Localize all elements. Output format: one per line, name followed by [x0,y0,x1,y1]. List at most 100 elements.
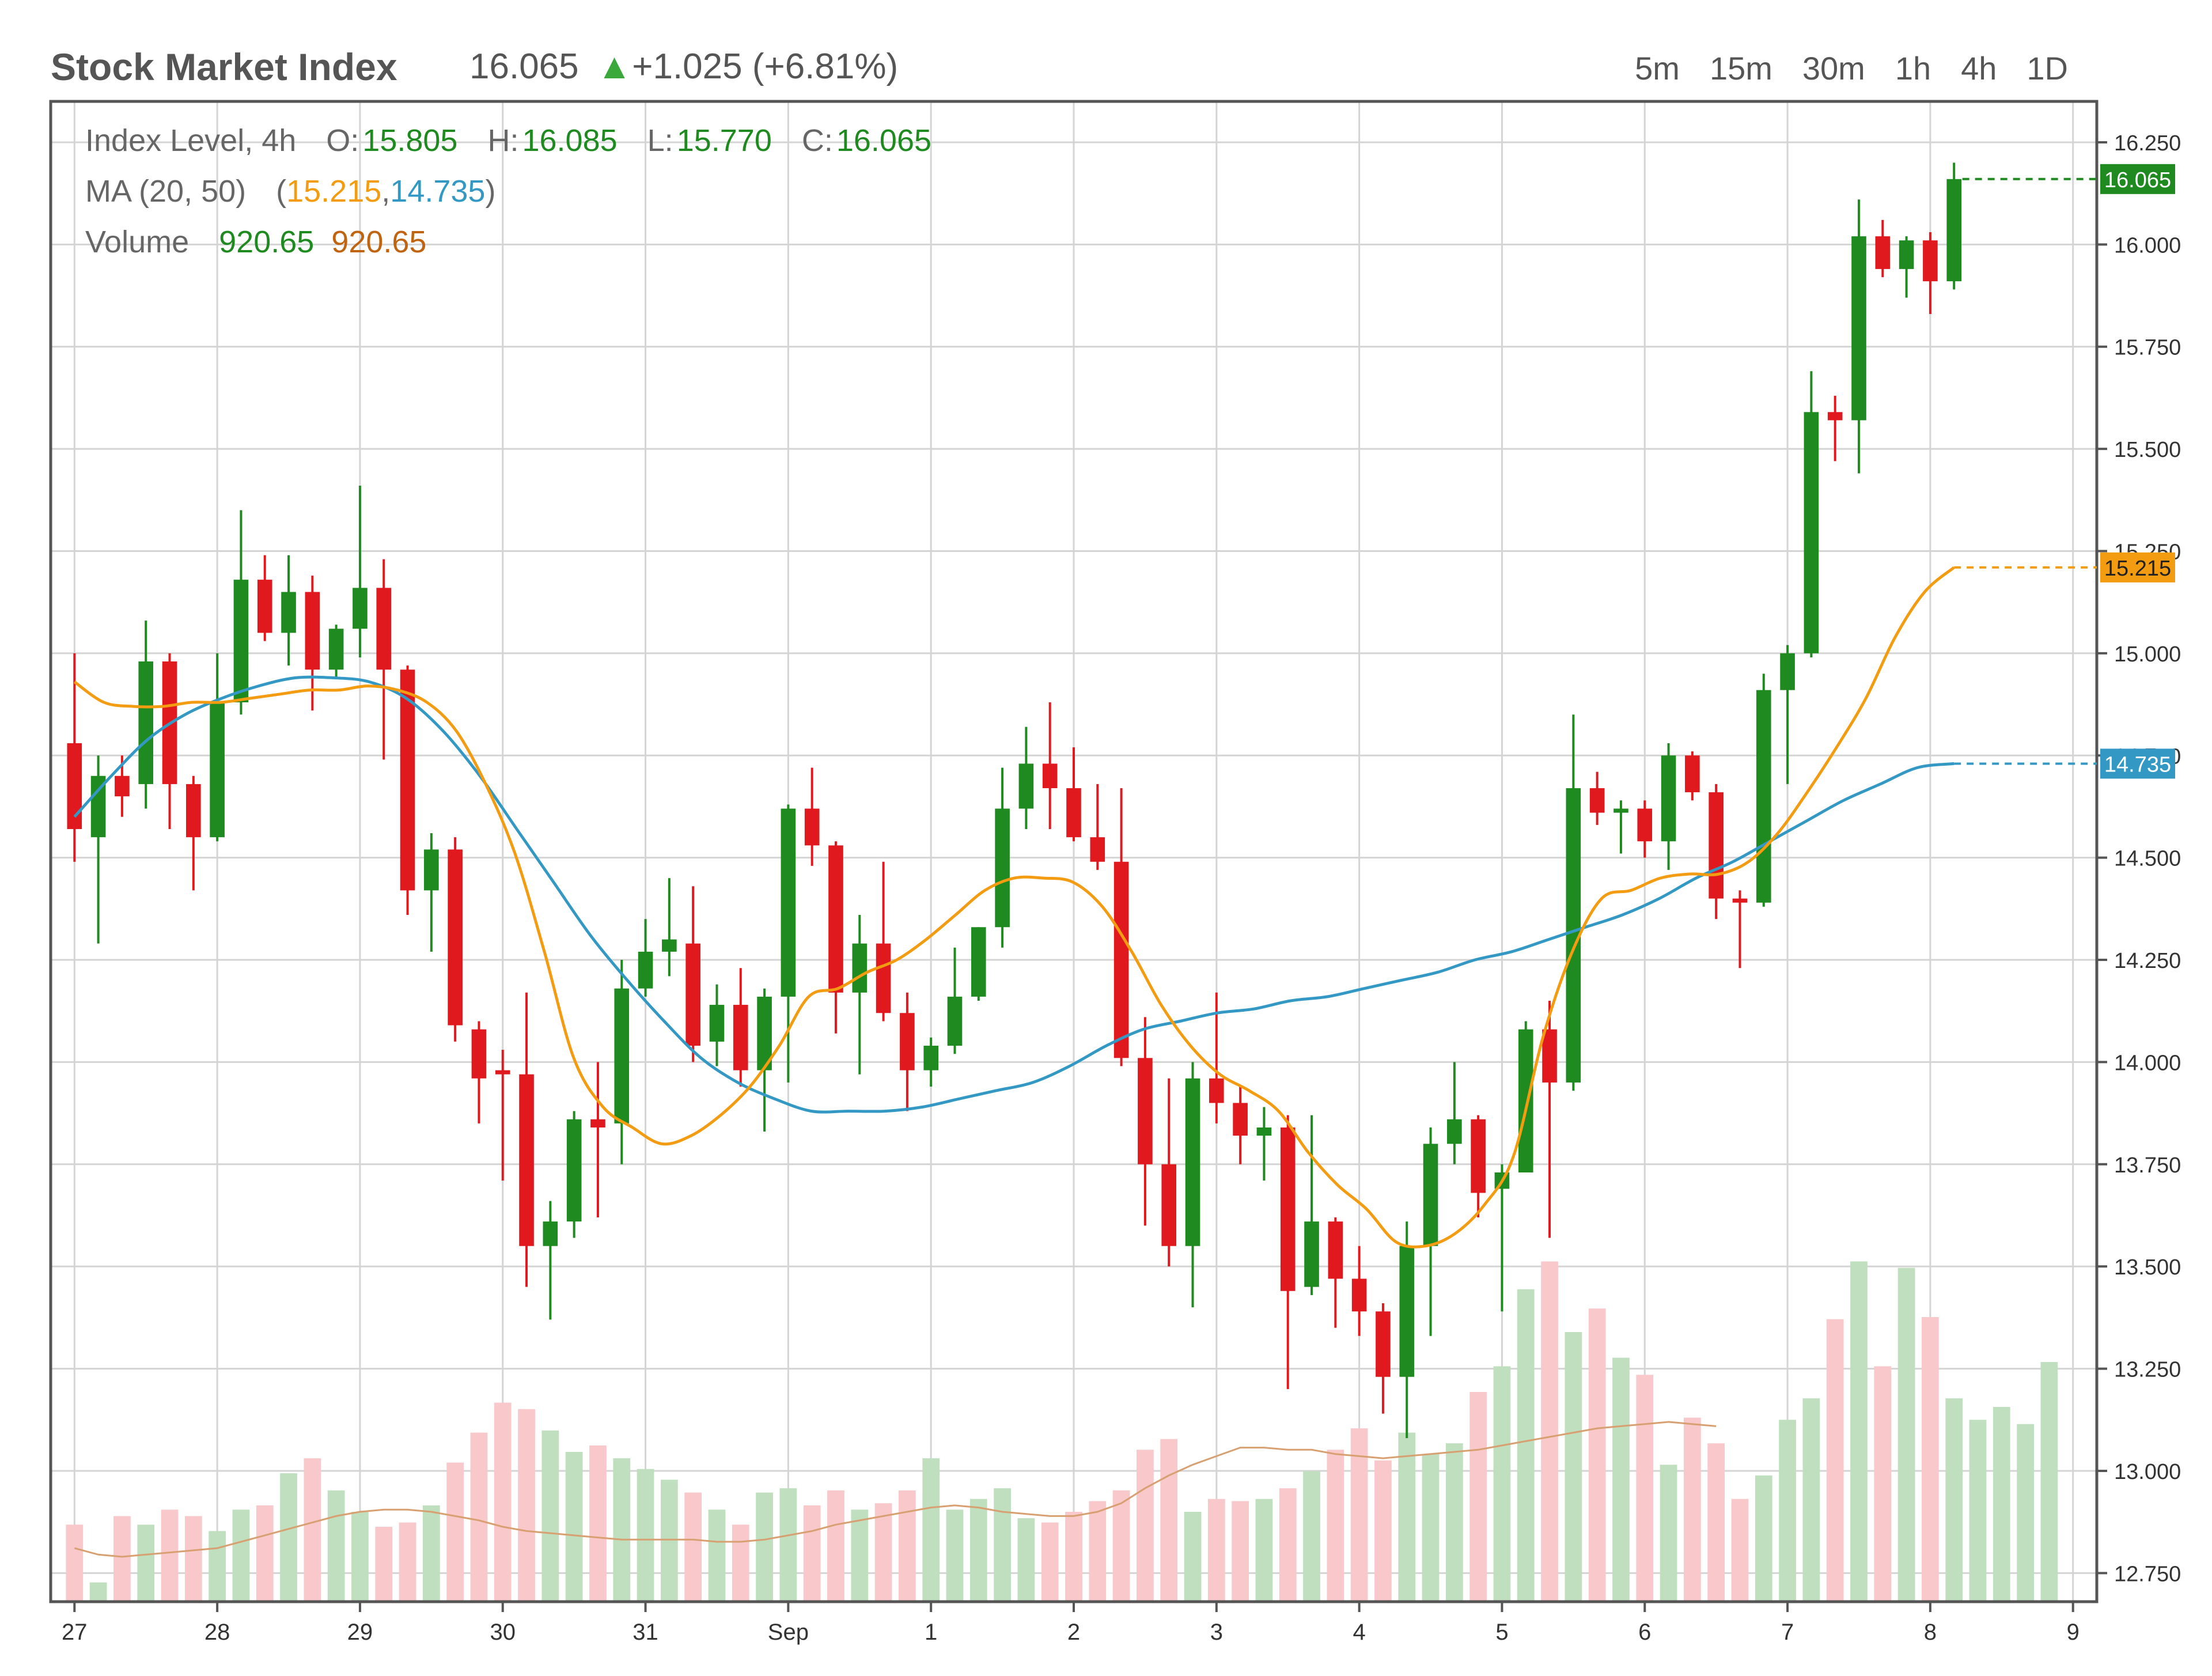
timeframe-4h[interactable]: 4h [1961,50,1997,86]
x-tick-label: 28 [204,1620,230,1645]
volume-bar-up [422,1505,440,1602]
candle-up [566,1119,582,1222]
timeframe-5m[interactable]: 5m [1635,50,1680,86]
candle-up [971,927,986,997]
volume-bar-down [1588,1308,1606,1602]
volume-bar-up [2017,1424,2034,1602]
candle-up [1399,1246,1415,1377]
candle-up [424,849,439,891]
x-tick-label: 3 [1210,1620,1223,1645]
candle-down [828,845,843,993]
volume-bar-up [1612,1357,1630,1602]
volume-bar-down [446,1462,464,1602]
x-tick-label: 9 [2067,1620,2080,1645]
candle-down [1732,898,1748,903]
volume-bar-down [66,1524,84,1602]
last-price: 16.065 [469,47,579,86]
timeframe-30m[interactable]: 30m [1802,50,1865,86]
volume-bar-down [256,1505,274,1602]
volume-bar-up [969,1499,987,1602]
volume-bar-up [1493,1366,1511,1602]
volume-bar-up [1184,1512,1202,1602]
ma20-line [73,566,1955,1249]
legend-series-name: Index Level, 4h [85,123,296,158]
candle-down [1827,412,1843,421]
chart-title: Stock Market Index [51,46,397,88]
volume-bar-down [518,1409,535,1602]
price-tags: 16.065 15.215 14.735 [1954,164,2175,779]
price-summary: 16.065 ▲+1.025 (+6.81%) [469,46,898,87]
volume-ma-line [74,1421,1717,1558]
volume-bar-up [209,1531,226,1602]
volume-bar-down [375,1527,393,1602]
y-tick-label: 13.250 [2114,1358,2181,1382]
candle-up [781,808,796,997]
volume-ma-line [74,1421,1717,1558]
candle-up [1256,1127,1272,1136]
volume-bar-down [1207,1499,1225,1602]
x-tick-label: Sep [768,1620,809,1645]
x-tick-label: 27 [62,1620,88,1645]
volume-bar-down [1089,1501,1107,1602]
legend-low: 15.770 [677,123,772,158]
volume-bar-down [1636,1375,1654,1602]
candle-down [448,849,463,1026]
volume-bar-down [684,1492,702,1602]
legend-high: 16.085 [522,123,617,158]
candle-up [757,996,772,1070]
x-tick-label: 8 [1924,1620,1937,1645]
candle-up [947,996,963,1046]
volume-bar-up [1398,1432,1416,1602]
candle-down [1113,861,1129,1058]
volume-bar-down [1874,1366,1892,1602]
candle-down [257,580,272,633]
candle-up [1661,755,1676,842]
y-tick-label: 14.500 [2114,847,2181,871]
timeframe-1h[interactable]: 1h [1895,50,1931,86]
volume-bar-up [1802,1398,1820,1602]
volume-bar-up [1755,1475,1772,1602]
candle-down [590,1119,605,1128]
candle-up [662,939,677,952]
legend-volume-ma-value: 920.65 [331,225,426,259]
volume-bar-up [1660,1465,1677,1602]
candle-down [1138,1058,1153,1164]
legend-ma20-value: 15.215 [286,174,381,209]
ma50-line [73,675,1955,1114]
volume-bar-up [1897,1268,1915,1602]
y-tick-label: 15.500 [2114,438,2181,462]
ma50-price-tag-bg [2100,748,2175,779]
timeframe-selector: 5m 15m 30m 1h 4h 1D [1635,50,2068,87]
volume-bar-down [1041,1522,1059,1602]
volume-bar-up [1850,1261,1868,1602]
volume-bar-up [756,1492,773,1602]
volume-bars [66,1261,2058,1602]
candle-down [1709,792,1724,899]
volume-bar-down [1469,1392,1487,1602]
candle-up [995,808,1010,928]
volume-bar-down [113,1516,131,1602]
candle-up [1756,690,1771,903]
last-price-tag: 16.065 [2104,168,2171,192]
candle-down [1685,755,1700,793]
candle-down [1875,236,1891,269]
ma20-price-tag-bg [2100,552,2175,582]
volume-bar-down [827,1490,844,1602]
candle-down [733,1005,748,1070]
candle-down [1351,1278,1367,1312]
timeframe-1d[interactable]: 1D [2027,50,2068,86]
volume-bar-down [1541,1261,1558,1602]
candle-down [471,1029,487,1079]
volume-bar-down [494,1402,512,1602]
x-tick-label: 29 [347,1620,373,1645]
candles [67,162,1961,1439]
x-tick-label: 31 [632,1620,658,1645]
x-tick-label: 4 [1353,1620,1366,1645]
ohlc-legend: Index Level, 4h O: 15.805 H: 16.085 L: 15.770 C… [85,123,931,259]
y-tick-label: 13.750 [2114,1153,2181,1178]
volume-bar-up [1779,1420,1796,1602]
timeframe-15m[interactable]: 15m [1709,50,1772,86]
candle-up [614,988,630,1123]
volume-bar-down [1065,1512,1082,1602]
